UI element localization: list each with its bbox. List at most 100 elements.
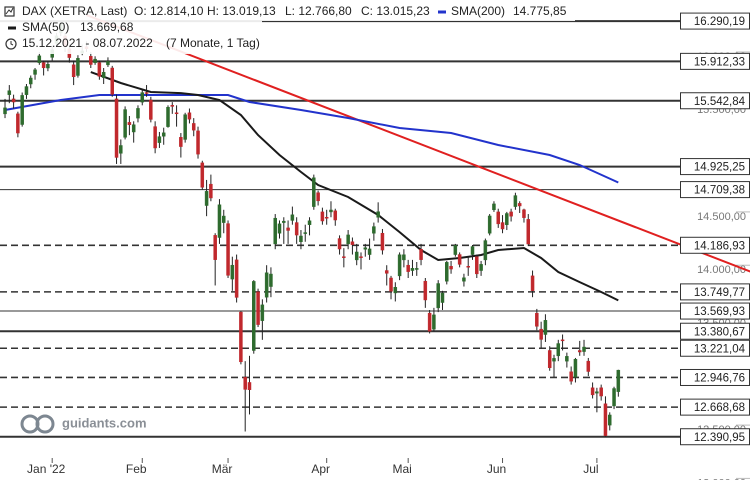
candle-body	[269, 273, 273, 287]
candle-body	[487, 215, 492, 234]
candle-body	[573, 358, 578, 378]
ohlc-label: C: 13.015,23	[361, 4, 430, 18]
candle-body	[29, 77, 33, 85]
candle-body	[354, 251, 359, 261]
candle-body	[586, 360, 591, 372]
candle-body	[187, 112, 192, 120]
candle-body	[372, 226, 376, 234]
candle-body	[457, 254, 462, 265]
candle-body	[247, 382, 252, 390]
candle-body	[140, 92, 145, 103]
candle-body	[320, 211, 325, 222]
candle-body	[535, 312, 539, 327]
candle-body	[462, 277, 466, 282]
candle-body	[217, 204, 222, 238]
candle-body	[547, 350, 552, 369]
candle-body	[526, 219, 531, 245]
candle-body	[397, 254, 402, 277]
candle-body	[552, 358, 556, 362]
candle-body	[153, 126, 157, 149]
candle-body	[7, 90, 12, 95]
date-range: 15.12.2021 - 08.07.2022	[22, 36, 153, 50]
candle-body	[273, 217, 277, 245]
level-label: 13.569,93	[694, 306, 745, 318]
x-tick-label: Feb	[126, 462, 147, 476]
candle-body	[290, 214, 295, 221]
candle-body	[89, 56, 93, 65]
candle-body	[333, 210, 338, 221]
trendline	[86, 14, 750, 273]
x-tick-label: Jun	[487, 462, 506, 476]
candle-body	[359, 256, 363, 258]
level-label: 16.290,19	[694, 16, 745, 28]
header: DAX (XETRA, Last) O: 12.814,10 H: 13.019…	[0, 3, 575, 54]
candle-body	[3, 107, 7, 115]
candle-body	[500, 222, 505, 230]
candle-body	[183, 114, 187, 140]
chart-icon	[4, 6, 15, 17]
candle-body	[324, 216, 329, 219]
candle-body	[71, 64, 76, 77]
candle-body	[277, 223, 282, 234]
candle-body	[479, 264, 483, 271]
candle-body	[445, 262, 449, 282]
candle-body	[161, 132, 166, 137]
candle-body	[46, 64, 50, 69]
candle-body	[256, 291, 260, 325]
level-label: 13.221,04	[694, 343, 746, 355]
level-label: 14.709,38	[694, 185, 745, 197]
x-tick-label: Mär	[212, 462, 233, 476]
candle-body	[376, 211, 380, 218]
levels	[0, 20, 680, 438]
candle-body	[174, 112, 179, 115]
candle-body	[415, 268, 419, 270]
candle-body	[492, 203, 496, 211]
candle-body	[191, 123, 196, 131]
candle-body	[496, 211, 500, 225]
candle-body	[590, 387, 595, 396]
chart-icon	[5, 7, 14, 15]
x-tick-label: Mai	[393, 462, 412, 476]
level-label: 15.912,33	[694, 56, 745, 68]
candle-body	[97, 62, 102, 77]
candle-body	[93, 58, 97, 63]
candle-body	[406, 264, 410, 272]
candle-body	[380, 232, 385, 251]
candle-body	[363, 247, 368, 250]
candle-body	[209, 183, 213, 199]
candle-body	[260, 304, 265, 321]
x-tick-label: Jul	[583, 462, 598, 476]
level-label: 15.542,84	[694, 96, 746, 108]
candle-body	[393, 287, 398, 294]
legend-value: 13.669,68	[80, 20, 134, 34]
candle-body	[432, 314, 436, 330]
candle-body	[513, 195, 518, 207]
sma-line	[4, 94, 619, 184]
ohlc-label: L: 12.766,80	[285, 4, 352, 18]
candle-body	[608, 414, 612, 426]
candle-body	[569, 371, 573, 382]
candle-body	[303, 232, 307, 234]
candle-body	[282, 220, 286, 223]
candle-body	[423, 280, 428, 301]
candle-body	[179, 137, 183, 147]
candle-body	[119, 145, 123, 154]
candle-body	[123, 109, 127, 138]
candle-body	[419, 248, 423, 260]
candle-body	[114, 98, 119, 158]
candle-body	[24, 86, 29, 95]
candle-body	[543, 320, 548, 335]
candle-body	[530, 275, 535, 291]
level-label: 13.380,67	[694, 326, 745, 338]
candle-body	[170, 105, 175, 107]
candle-body	[222, 215, 226, 223]
candle-body	[436, 283, 440, 309]
period: (7 Monate, 1 Tag)	[166, 36, 260, 50]
candle-body	[539, 328, 543, 340]
candle-body	[196, 130, 200, 155]
candle-body	[342, 256, 346, 258]
clock-icon	[5, 38, 17, 50]
candle-body	[239, 311, 243, 363]
candle-body	[230, 264, 235, 280]
candle-body	[329, 209, 333, 213]
